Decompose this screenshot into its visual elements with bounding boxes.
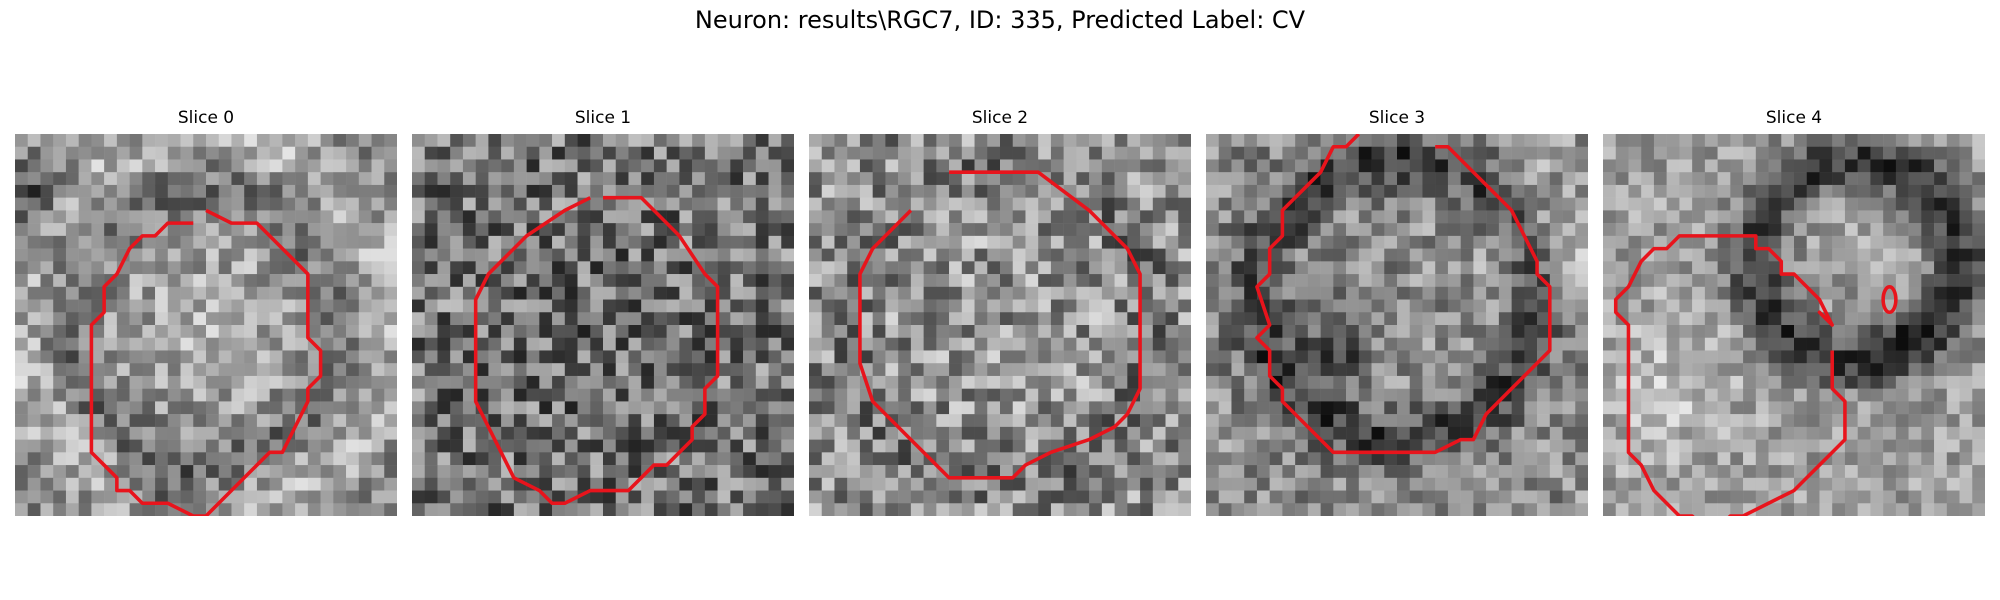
slice-image-3 [1206,134,1588,516]
segmentation-contour [858,170,1142,480]
segmentation-contour [1613,234,1847,516]
slice-image-0 [15,134,397,516]
slice-title-3: Slice 3 [1368,108,1426,128]
segmentation-contour [89,208,323,516]
segmentation-contour [473,195,720,506]
slice-title-0: Slice 0 [177,108,235,128]
slice-image-2 [809,134,1191,516]
segmentation-contour [1255,134,1552,455]
figure-title: Neuron: results\RGC7, ID: 335, Predicted… [694,6,1306,34]
slice-title-4: Slice 4 [1765,108,1823,128]
slice-image-4 [1603,134,1985,516]
segmentation-contour-small [1881,285,1898,315]
slice-image-1 [412,134,794,516]
slice-title-2: Slice 2 [971,108,1029,128]
slice-title-1: Slice 1 [574,108,632,128]
